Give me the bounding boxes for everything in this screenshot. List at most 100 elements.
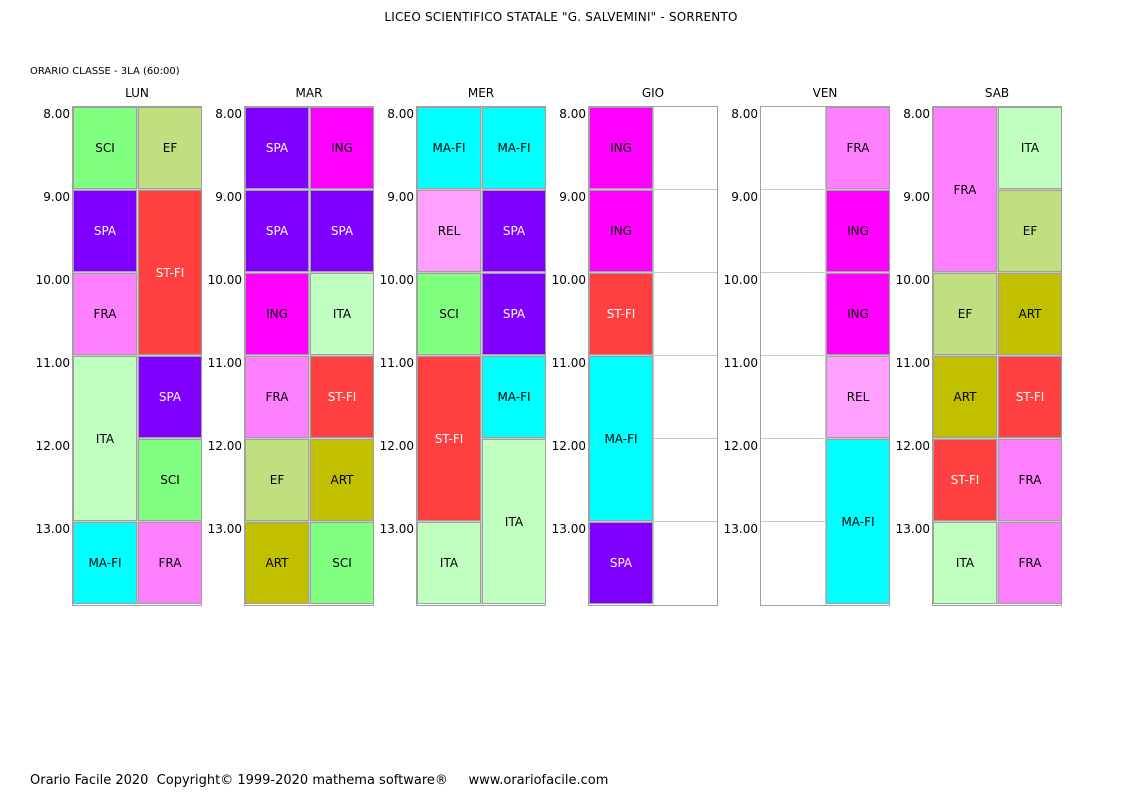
lesson-cell[interactable]: ITA — [310, 273, 374, 355]
lesson-cell[interactable]: ING — [826, 190, 890, 272]
lesson-cell[interactable]: FRA — [826, 107, 890, 189]
lesson-cell[interactable]: ST-FI — [998, 356, 1062, 438]
lesson-cell[interactable]: SPA — [245, 190, 309, 272]
day-header-gio: GIO — [641, 86, 665, 100]
lesson-cell[interactable]: MA-FI — [826, 439, 890, 604]
lesson-cell[interactable]: ITA — [73, 356, 137, 521]
hour-label: 11.00 — [723, 356, 758, 370]
lesson-cell[interactable]: SPA — [245, 107, 309, 189]
lesson-cell[interactable]: ING — [310, 107, 374, 189]
lesson-cell[interactable]: ITA — [998, 107, 1062, 189]
lesson-cell[interactable]: EF — [138, 107, 202, 189]
lesson-cell[interactable]: ST-FI — [589, 273, 653, 355]
lesson-cell[interactable]: MA-FI — [482, 107, 546, 189]
hour-label: 8.00 — [731, 107, 758, 121]
lesson-cell[interactable]: ART — [310, 439, 374, 521]
lesson-cell[interactable]: FRA — [138, 522, 202, 604]
lesson-cell[interactable]: ITA — [417, 522, 481, 604]
day-header-mar: MAR — [295, 86, 323, 100]
hour-label: 8.00 — [903, 107, 930, 121]
class-label: ORARIO CLASSE - 3LA (60:00) — [30, 66, 180, 77]
lesson-cell[interactable]: ST-FI — [933, 439, 997, 521]
hour-label: 11.00 — [551, 356, 586, 370]
footer: Orario Facile 2020 Copyright© 1999-2020 … — [30, 773, 609, 788]
hour-label: 8.00 — [215, 107, 242, 121]
day-header-lun: LUN — [125, 86, 149, 100]
column-separator — [825, 107, 826, 605]
school-title: LICEO SCIENTIFICO STATALE "G. SALVEMINI"… — [384, 10, 738, 24]
lesson-cell[interactable]: ST-FI — [138, 190, 202, 355]
lesson-cell[interactable]: REL — [417, 190, 481, 272]
lesson-cell[interactable]: SPA — [482, 190, 546, 272]
lesson-cell[interactable]: MA-FI — [73, 522, 137, 604]
day-header-ven: VEN — [812, 86, 838, 100]
hour-label: 11.00 — [379, 356, 414, 370]
hour-label: 10.00 — [35, 273, 70, 287]
column-separator — [653, 107, 654, 605]
lesson-cell[interactable]: ING — [826, 273, 890, 355]
lesson-cell[interactable]: SCI — [310, 522, 374, 604]
hour-label: 10.00 — [551, 273, 586, 287]
hour-label: 9.00 — [903, 190, 930, 204]
lesson-cell[interactable]: SCI — [417, 273, 481, 355]
hour-label: 9.00 — [215, 190, 242, 204]
lesson-cell[interactable]: SPA — [482, 273, 546, 355]
lesson-cell[interactable]: FRA — [933, 107, 997, 272]
hour-label: 11.00 — [207, 356, 242, 370]
lesson-cell[interactable]: ING — [245, 273, 309, 355]
lesson-cell[interactable]: ST-FI — [310, 356, 374, 438]
hour-label: 9.00 — [43, 190, 70, 204]
hour-label: 13.00 — [35, 522, 70, 536]
lesson-cell[interactable]: SPA — [138, 356, 202, 438]
hour-label: 8.00 — [387, 107, 414, 121]
lesson-cell[interactable]: EF — [933, 273, 997, 355]
day-header-sab: SAB — [984, 86, 1010, 100]
lesson-cell[interactable]: FRA — [73, 273, 137, 355]
lesson-cell[interactable]: FRA — [998, 522, 1062, 604]
lesson-cell[interactable]: SPA — [73, 190, 137, 272]
hour-label: 9.00 — [559, 190, 586, 204]
lesson-cell[interactable]: ART — [245, 522, 309, 604]
lesson-cell[interactable]: ITA — [933, 522, 997, 604]
lesson-cell[interactable]: ING — [589, 107, 653, 189]
hour-label: 12.00 — [207, 439, 242, 453]
lesson-cell[interactable]: FRA — [998, 439, 1062, 521]
lesson-cell[interactable]: ST-FI — [417, 356, 481, 521]
lesson-cell[interactable]: SPA — [589, 522, 653, 604]
lesson-cell[interactable]: SCI — [73, 107, 137, 189]
hour-label: 12.00 — [35, 439, 70, 453]
hour-label: 12.00 — [895, 439, 930, 453]
column-separator — [137, 107, 138, 605]
hour-label: 8.00 — [559, 107, 586, 121]
hour-label: 10.00 — [207, 273, 242, 287]
day-header-mer: MER — [467, 86, 495, 100]
hour-label: 13.00 — [207, 522, 242, 536]
hour-label: 9.00 — [731, 190, 758, 204]
lesson-cell[interactable]: ART — [933, 356, 997, 438]
hour-label: 12.00 — [723, 439, 758, 453]
lesson-cell[interactable]: FRA — [245, 356, 309, 438]
lesson-cell[interactable]: MA-FI — [589, 356, 653, 521]
hour-label: 11.00 — [35, 356, 70, 370]
lesson-cell[interactable]: ING — [589, 190, 653, 272]
lesson-cell[interactable]: MA-FI — [482, 356, 546, 438]
hour-label: 10.00 — [723, 273, 758, 287]
hour-label: 12.00 — [551, 439, 586, 453]
lesson-cell[interactable]: ART — [998, 273, 1062, 355]
hour-label: 12.00 — [379, 439, 414, 453]
hour-label: 10.00 — [895, 273, 930, 287]
lesson-cell[interactable]: SPA — [310, 190, 374, 272]
lesson-cell[interactable]: ITA — [482, 439, 546, 604]
hour-label: 10.00 — [379, 273, 414, 287]
lesson-cell[interactable]: REL — [826, 356, 890, 438]
column-separator — [309, 107, 310, 605]
column-separator — [997, 107, 998, 605]
hour-label: 13.00 — [551, 522, 586, 536]
column-separator — [481, 107, 482, 605]
lesson-cell[interactable]: SCI — [138, 439, 202, 521]
lesson-cell[interactable]: EF — [998, 190, 1062, 272]
hour-label: 8.00 — [43, 107, 70, 121]
hour-label: 9.00 — [387, 190, 414, 204]
lesson-cell[interactable]: EF — [245, 439, 309, 521]
lesson-cell[interactable]: MA-FI — [417, 107, 481, 189]
